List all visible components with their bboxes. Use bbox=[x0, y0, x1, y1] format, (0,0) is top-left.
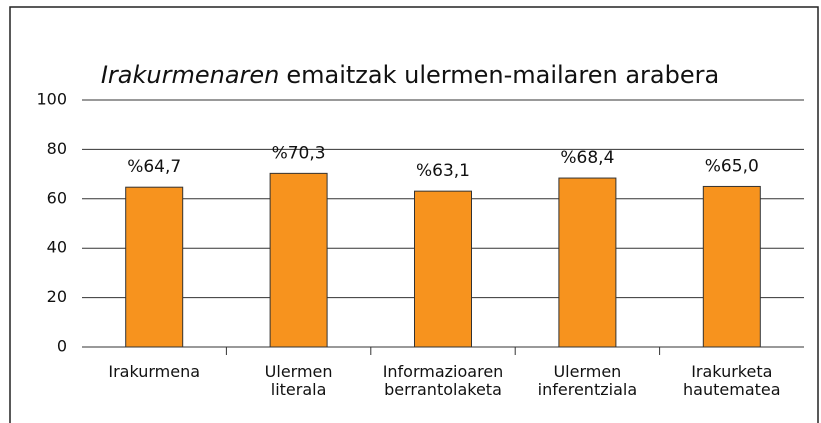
title-rest: emaitzak ulermen-mailaren arabera bbox=[286, 61, 719, 89]
bar bbox=[702, 185, 761, 348]
bar bbox=[414, 190, 472, 348]
title-italic: Irakurmenaren bbox=[101, 61, 280, 89]
x-tick-label: Ulermen inferentziala bbox=[538, 362, 637, 399]
y-tick-label: 80 bbox=[47, 139, 67, 158]
value-label: %63,1 bbox=[416, 161, 470, 181]
frame bbox=[9, 6, 819, 423]
y-tick-label: 0 bbox=[57, 337, 67, 356]
value-label: %65,0 bbox=[705, 156, 759, 176]
chart-title: Irakurmenaren emaitzak ulermen-mailaren a… bbox=[101, 61, 719, 89]
y-tick-label: 100 bbox=[36, 90, 67, 109]
x-tick-line: Ulermen bbox=[265, 362, 333, 381]
y-tick-label: 40 bbox=[47, 238, 67, 257]
value-label: %70,3 bbox=[272, 143, 326, 163]
bar bbox=[125, 186, 184, 348]
x-tick-line: berrantolaketa bbox=[384, 380, 502, 399]
x-tick-label: Irakurketa hautematea bbox=[683, 362, 781, 399]
value-label: %64,7 bbox=[127, 157, 181, 177]
x-tick-line: Ulermen bbox=[553, 362, 621, 381]
x-tick-label: Irakurmena bbox=[108, 362, 200, 381]
value-label: %68,4 bbox=[560, 148, 614, 168]
x-tick-label: Informazioaren berrantolaketa bbox=[383, 362, 504, 399]
x-tick-line: literala bbox=[271, 380, 327, 399]
y-tick-label: 20 bbox=[47, 287, 67, 306]
x-tick-line: Irakurketa bbox=[691, 362, 772, 381]
x-tick-line: inferentziala bbox=[538, 380, 637, 399]
x-tick-line: hautematea bbox=[683, 380, 781, 399]
y-tick-label: 60 bbox=[47, 188, 67, 207]
bar bbox=[269, 172, 328, 348]
bar bbox=[558, 177, 617, 348]
x-tick-line: Informazioaren bbox=[383, 362, 504, 381]
x-tick-label: Ulermen literala bbox=[265, 362, 333, 399]
x-tick-line: Irakurmena bbox=[108, 362, 200, 381]
